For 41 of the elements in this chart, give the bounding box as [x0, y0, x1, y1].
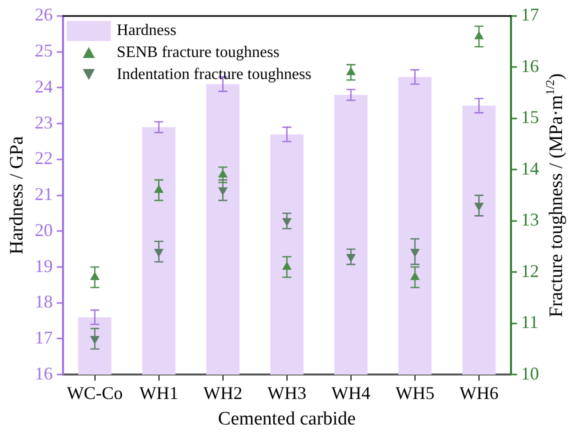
y-tick-label: 23: [34, 112, 53, 132]
point: [346, 254, 356, 262]
point: [154, 248, 164, 258]
y-tick-label: 26: [34, 4, 53, 25]
legend-label: Indentation fracture toughness: [116, 66, 312, 84]
x-tick-label: WC-Co: [66, 383, 123, 404]
y2-tick-label: 17: [521, 4, 539, 25]
point: [474, 30, 484, 40]
y-tick-label: 22: [34, 148, 53, 168]
x-tick-label: WH6: [459, 383, 498, 404]
y-tick-label: 19: [34, 256, 53, 276]
y2-tick-label: 10: [521, 363, 539, 384]
legend-label: Hardness: [116, 22, 176, 40]
point: [346, 66, 356, 76]
x-tick-label: WH1: [139, 383, 178, 404]
y2-tick-label: 16: [521, 56, 539, 76]
point: [410, 248, 420, 258]
x-axis-title: Cemented carbide: [218, 408, 356, 430]
x-tick-label: WH3: [267, 383, 306, 404]
y-tick-label: 18: [34, 292, 53, 312]
y2-tick-label: 13: [521, 210, 539, 230]
y-tick-label: 24: [34, 76, 53, 96]
y-tick-label: 16: [34, 363, 53, 384]
point: [282, 218, 292, 226]
y-tick-label: 20: [34, 220, 53, 240]
y2-tick-label: 12: [521, 260, 539, 281]
y2-tick-label: 15: [521, 107, 539, 128]
y2-tick-label: 11: [521, 312, 538, 332]
x-tick-label: WH4: [331, 383, 370, 404]
y2-axis-title: Fracture toughness / (MPa·m1/2): [543, 73, 567, 318]
point: [218, 187, 228, 196]
x-tick-label: WH2: [203, 383, 242, 404]
y-axis-title: Hardness / GPa: [6, 136, 28, 254]
x-tick-label: WH5: [395, 383, 434, 404]
y-tick-label: 17: [34, 327, 53, 348]
y-tick-label: 25: [34, 40, 53, 61]
point: [90, 336, 100, 344]
y2-tick-label: 14: [521, 158, 539, 178]
y-tick-label: 21: [34, 184, 53, 204]
point: [474, 202, 484, 212]
legend-label: SENB fracture toughness: [116, 44, 280, 62]
